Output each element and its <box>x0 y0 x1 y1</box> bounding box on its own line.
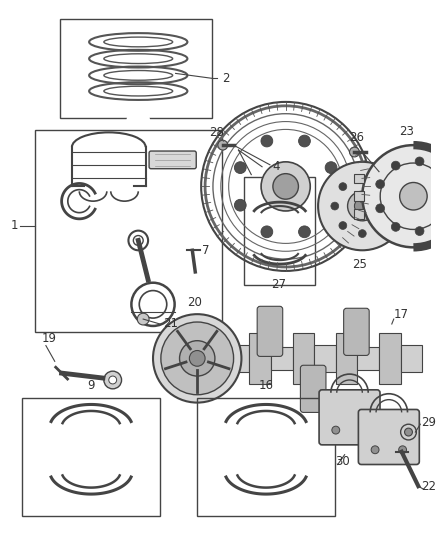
Text: 25: 25 <box>353 257 367 271</box>
Circle shape <box>391 222 400 231</box>
Text: 19: 19 <box>42 332 57 345</box>
Text: 22: 22 <box>421 480 436 492</box>
Circle shape <box>376 180 385 189</box>
Circle shape <box>234 199 246 211</box>
Text: 7: 7 <box>202 244 210 257</box>
Text: 2: 2 <box>222 72 230 85</box>
Bar <box>183 349 222 368</box>
Circle shape <box>299 226 311 238</box>
Circle shape <box>339 183 347 190</box>
Bar <box>354 209 364 219</box>
Circle shape <box>386 202 394 210</box>
Circle shape <box>234 161 246 174</box>
Bar <box>354 174 364 183</box>
FancyBboxPatch shape <box>149 151 196 169</box>
Circle shape <box>325 199 337 211</box>
Text: 26: 26 <box>350 131 364 144</box>
Text: 23: 23 <box>399 125 413 138</box>
Circle shape <box>104 371 122 389</box>
Bar <box>314 345 336 372</box>
Circle shape <box>401 424 417 440</box>
Circle shape <box>358 230 366 238</box>
FancyBboxPatch shape <box>358 409 419 464</box>
Wedge shape <box>125 131 152 143</box>
Bar <box>379 333 401 384</box>
Text: 4: 4 <box>272 160 279 173</box>
Ellipse shape <box>104 54 173 63</box>
Wedge shape <box>125 115 152 127</box>
Circle shape <box>358 175 366 182</box>
Circle shape <box>378 222 386 229</box>
Text: 21: 21 <box>163 318 178 330</box>
Circle shape <box>405 428 413 436</box>
Text: 20: 20 <box>187 296 202 309</box>
Circle shape <box>399 446 406 454</box>
Circle shape <box>261 162 310 211</box>
Circle shape <box>378 183 386 190</box>
Circle shape <box>415 157 424 166</box>
Bar <box>60 19 212 118</box>
Bar <box>345 175 362 198</box>
Circle shape <box>391 161 400 170</box>
Ellipse shape <box>104 70 173 80</box>
Bar <box>22 398 160 515</box>
Circle shape <box>354 198 370 214</box>
Circle shape <box>415 227 424 236</box>
Bar <box>336 333 357 384</box>
Bar <box>249 333 271 384</box>
Ellipse shape <box>104 86 173 96</box>
Circle shape <box>189 351 205 366</box>
Text: 29: 29 <box>421 416 436 429</box>
Circle shape <box>376 204 385 213</box>
Ellipse shape <box>104 37 173 47</box>
Circle shape <box>399 182 427 210</box>
FancyBboxPatch shape <box>319 390 380 445</box>
Circle shape <box>261 226 273 238</box>
Bar <box>293 333 314 384</box>
Bar <box>271 346 293 370</box>
Bar <box>354 191 364 201</box>
Text: 1: 1 <box>11 219 18 232</box>
Bar <box>35 131 222 332</box>
FancyBboxPatch shape <box>344 308 369 356</box>
Circle shape <box>350 147 359 157</box>
Circle shape <box>218 140 228 150</box>
Text: 9: 9 <box>87 379 95 392</box>
Circle shape <box>339 222 347 229</box>
Circle shape <box>436 215 438 223</box>
Circle shape <box>273 174 298 199</box>
Wedge shape <box>125 98 152 110</box>
Bar <box>401 345 422 372</box>
Wedge shape <box>125 82 152 94</box>
Bar <box>222 345 249 372</box>
Bar <box>197 398 335 515</box>
Circle shape <box>153 314 241 402</box>
Circle shape <box>137 313 149 325</box>
Circle shape <box>436 169 438 178</box>
Text: 27: 27 <box>271 278 286 291</box>
Circle shape <box>261 135 273 147</box>
Text: 30: 30 <box>335 455 350 468</box>
Circle shape <box>325 161 337 174</box>
Circle shape <box>348 191 377 221</box>
Circle shape <box>318 162 406 251</box>
Circle shape <box>180 341 215 376</box>
Circle shape <box>299 135 311 147</box>
Circle shape <box>359 426 367 434</box>
Circle shape <box>109 376 117 384</box>
Circle shape <box>362 145 438 247</box>
Circle shape <box>332 426 340 434</box>
Circle shape <box>331 202 339 210</box>
FancyBboxPatch shape <box>300 365 326 413</box>
Text: 16: 16 <box>258 379 273 392</box>
Bar <box>244 176 315 285</box>
Bar <box>357 346 379 370</box>
Circle shape <box>371 446 379 454</box>
Text: 28: 28 <box>209 126 224 139</box>
Circle shape <box>161 322 233 395</box>
FancyBboxPatch shape <box>257 306 283 357</box>
Text: 17: 17 <box>394 308 409 321</box>
